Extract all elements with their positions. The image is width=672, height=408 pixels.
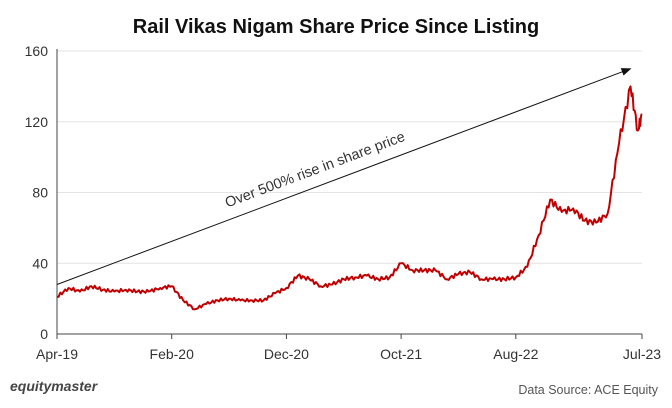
y-tick-label: 40 xyxy=(32,255,48,271)
x-tick-label: Apr-19 xyxy=(36,346,78,362)
series-lines xyxy=(56,85,643,311)
annotation-label: Over 500% rise in share price xyxy=(223,129,407,211)
gridlines xyxy=(57,50,642,264)
rise-arrow xyxy=(56,68,632,285)
y-tick-label: 0 xyxy=(40,326,48,342)
x-tick-label: Oct-21 xyxy=(380,346,422,362)
axes xyxy=(56,49,643,339)
x-tick-label: Dec-20 xyxy=(264,346,309,362)
x-tick-labels: Apr-19 Feb-20 Dec-20 Oct-21 Aug-22 Jul-23 xyxy=(36,346,661,362)
y-tick-labels: 0 40 80 120 160 xyxy=(25,43,49,342)
x-tick-label: Jul-23 xyxy=(623,346,661,362)
x-tick-label: Feb-20 xyxy=(150,346,195,362)
chart-title: Rail Vikas Nigam Share Price Since Listi… xyxy=(133,16,539,38)
y-tick-label: 160 xyxy=(25,43,49,59)
annotations: Over 500% rise in share price xyxy=(56,68,632,285)
brand-logo: equitymaster xyxy=(10,378,99,394)
price-line xyxy=(56,85,643,311)
y-tick-label: 120 xyxy=(25,114,49,130)
data-source: Data Source: ACE Equity xyxy=(518,383,658,397)
y-tick-label: 80 xyxy=(32,185,48,201)
x-tick-label: Aug-22 xyxy=(493,346,538,362)
